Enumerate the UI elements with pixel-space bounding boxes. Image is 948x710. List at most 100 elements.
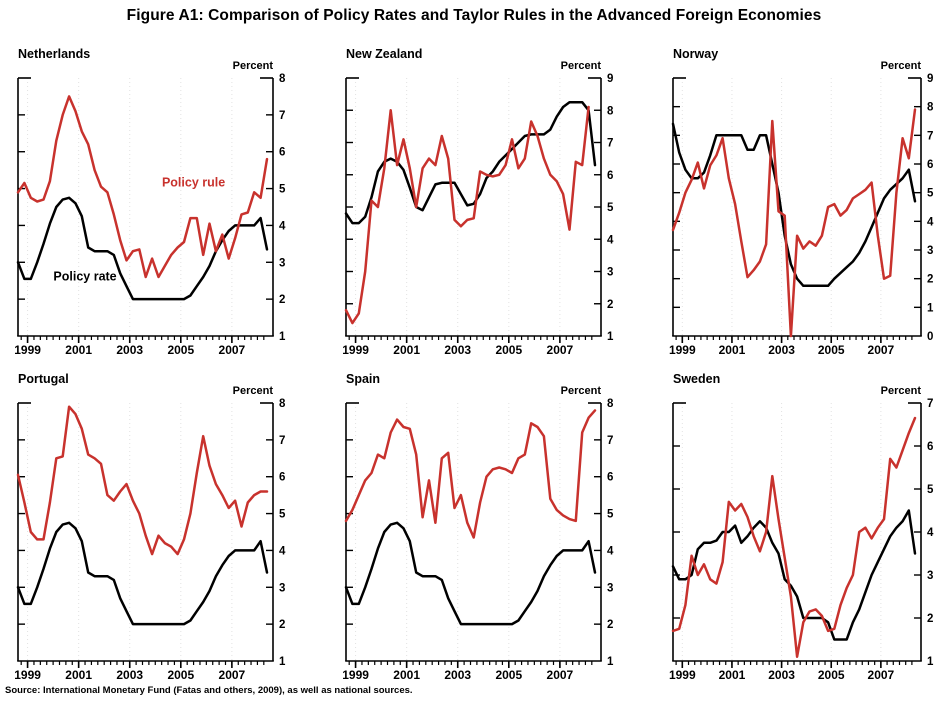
y-tick-label: 1	[607, 656, 614, 668]
y-tick-label: 1	[927, 302, 934, 314]
panel-title: Spain	[346, 372, 381, 386]
panel-norway: Norway Percent 0 1 2 3 4 5 6 7 8 9 1999 2001 2003 200…	[632, 45, 948, 367]
panel-portugal: Portugal Percent 1 2 3 4 5 6 7 8 1999 2001 2003 200…	[0, 370, 316, 692]
y-tick-label: 3	[927, 570, 933, 582]
y-tick-label: 4	[927, 527, 934, 539]
panel-sweden: Sweden Percent 1 2 3 4 5 6 7 1999 2001 2003 2005 20…	[632, 370, 948, 692]
policy-rule-line	[344, 105, 590, 325]
x-tick-label: 2003	[768, 343, 795, 357]
x-tick-label: 2007	[868, 343, 895, 357]
x-tick-label: 2003	[444, 668, 471, 682]
y-tick-label: 6	[279, 147, 285, 159]
x-tick-label: 2007	[547, 668, 574, 682]
policy-rate-line	[16, 196, 269, 301]
y-tick-label: 3	[279, 582, 285, 594]
x-tick-label: 1999	[669, 343, 696, 357]
y-tick-label: 1	[279, 656, 286, 668]
x-tick-label: 2005	[495, 343, 522, 357]
y-tick-label: 6	[607, 170, 613, 182]
chart-sweden: 1 2 3 4 5 6 7 1999 2001 2003 2005 2007	[669, 398, 934, 682]
x-tick-label: 2001	[393, 343, 420, 357]
y-tick-label: 9	[927, 73, 933, 85]
legend-policy-rate: Policy rate	[53, 270, 116, 284]
x-tick-label: 2001	[393, 668, 420, 682]
chart-new-zealand: 1 2 3 4 5 6 7 8 9 1999 2001 2003 2005 2007	[342, 73, 614, 357]
x-tick-label: 2005	[495, 668, 522, 682]
policy-rule-line	[16, 405, 269, 556]
y-tick-label: 2	[927, 613, 933, 625]
y-tick-label: 8	[279, 398, 286, 410]
x-tick-label: 2005	[167, 343, 194, 357]
y-tick-label: 3	[607, 267, 613, 279]
policy-rate-line	[344, 100, 597, 225]
y-tick-label: 4	[279, 220, 286, 232]
chart-norway: 0 1 2 3 4 5 6 7 8 9 1999 2001 2003 2005 2007	[669, 73, 934, 357]
percent-label: Percent	[232, 60, 273, 72]
x-tick-label: 1999	[14, 668, 41, 682]
y-tick-label: 5	[927, 188, 934, 200]
y-tick-label: 5	[279, 509, 286, 521]
x-tick-label: 2003	[768, 668, 795, 682]
panel-title: Netherlands	[18, 47, 91, 61]
y-tick-label: 2	[607, 299, 613, 311]
panel-title: Portugal	[18, 372, 69, 386]
panel-title: Sweden	[673, 372, 721, 386]
y-tick-label: 6	[279, 472, 285, 484]
x-tick-label: 1999	[669, 668, 696, 682]
y-tick-label: 7	[607, 435, 613, 447]
y-tick-label: 8	[607, 398, 614, 410]
panel-title: New Zealand	[346, 47, 423, 61]
x-tick-label: 1999	[342, 343, 369, 357]
panel-new-zealand: New Zealand Percent 1 2 3 4 5 6 7 8 9 1999 2001 200…	[316, 45, 632, 367]
x-tick-label: 2005	[167, 668, 194, 682]
y-tick-label: 5	[927, 484, 934, 496]
percent-label: Percent	[560, 385, 601, 397]
y-tick-label: 4	[607, 545, 614, 557]
policy-rate-line	[16, 521, 269, 626]
y-tick-label: 2	[927, 274, 933, 286]
panel-netherlands: Netherlands Percent 1 2 3 4 5 6 7 8 1999 2001 2003…	[0, 45, 316, 367]
x-tick-label: 2007	[868, 668, 895, 682]
panel-title: Norway	[673, 47, 719, 61]
y-tick-label: 5	[607, 509, 614, 521]
legend-policy-rule: Policy rule	[162, 176, 225, 190]
x-tick-label: 2005	[818, 343, 845, 357]
y-tick-label: 2	[607, 619, 613, 631]
y-tick-label: 1	[927, 656, 934, 668]
y-tick-label: 5	[279, 184, 286, 196]
y-tick-label: 8	[279, 73, 286, 85]
y-tick-label: 4	[279, 545, 286, 557]
y-tick-label: 7	[279, 435, 285, 447]
chart-spain: 1 2 3 4 5 6 7 8 1999 2001 2003 2005 2007	[342, 398, 614, 682]
x-tick-label: 2001	[719, 343, 746, 357]
x-tick-label: 2001	[719, 668, 746, 682]
x-tick-label: 2003	[116, 668, 143, 682]
policy-rate-line	[671, 122, 917, 288]
y-tick-label: 9	[607, 73, 613, 85]
x-tick-label: 1999	[14, 343, 41, 357]
y-tick-label: 6	[927, 441, 933, 453]
policy-rule-line	[344, 409, 597, 539]
y-tick-label: 8	[927, 102, 934, 114]
chart-portugal: 1 2 3 4 5 6 7 8 1999 2001 2003 2005 2007	[14, 398, 286, 682]
panel-spain: Spain Percent 1 2 3 4 5 6 7 8 1999 2001 2003 2005 20…	[316, 370, 632, 692]
y-tick-label: 7	[927, 130, 933, 142]
y-tick-label: 6	[927, 159, 933, 171]
x-tick-label: 2001	[65, 668, 92, 682]
x-tick-label: 2001	[65, 343, 92, 357]
policy-rule-line	[671, 108, 917, 338]
x-tick-label: 1999	[342, 668, 369, 682]
percent-label: Percent	[880, 60, 921, 72]
y-tick-label: 5	[607, 202, 614, 214]
y-tick-label: 4	[927, 216, 934, 228]
x-tick-label: 2003	[444, 343, 471, 357]
y-tick-label: 7	[607, 138, 613, 150]
y-tick-label: 2	[279, 619, 285, 631]
x-tick-label: 2003	[116, 343, 143, 357]
y-tick-label: 7	[279, 110, 285, 122]
percent-label: Percent	[560, 60, 601, 72]
x-tick-label: 2007	[219, 343, 246, 357]
figure-title: Figure A1: Comparison of Policy Rates an…	[126, 7, 822, 24]
y-tick-label: 1	[607, 331, 614, 343]
percent-label: Percent	[880, 385, 921, 397]
